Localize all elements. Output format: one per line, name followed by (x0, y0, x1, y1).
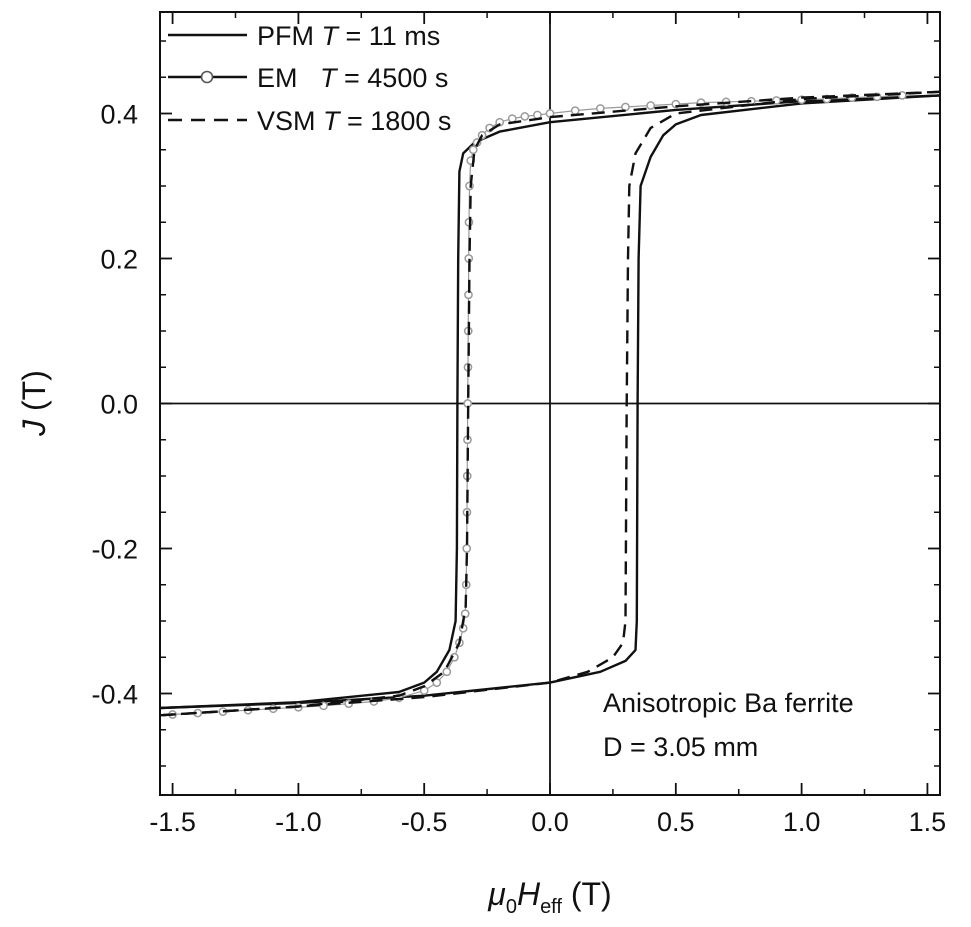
data-point-em (570, 106, 580, 115)
data-point-em (442, 667, 452, 677)
y-tick-label: -0.2 (91, 535, 138, 565)
data-point-em (468, 145, 478, 155)
y-axis-title: J (T) (16, 370, 52, 437)
data-point-em (646, 101, 655, 110)
x-tick-label: -0.5 (401, 807, 448, 837)
x-axis-title: μ0Heff (T) (487, 876, 611, 918)
tick-layer: -1.5 -1.0 -0.5 0.0 0.5 1.0 1.5 -0.4 -0.2 0.0 0.2 0.… (91, 12, 946, 837)
series-branch-descending-pfm (159, 94, 941, 710)
y-tick-label: -0.4 (91, 680, 138, 710)
x-tick-label: -1.0 (275, 807, 322, 837)
annotation-diameter: D = 3.05 mm (603, 732, 758, 762)
data-layer (159, 12, 941, 795)
series-branch-ascending-vsm (159, 90, 941, 717)
series-branch-descending-vsm (159, 90, 941, 717)
data-point-em (595, 104, 605, 113)
plot-frame (159, 11, 941, 796)
legend-label-em: EM T = 4500 s (257, 63, 448, 93)
y-tick-label: 0.2 (100, 245, 138, 275)
data-point-em (432, 678, 442, 687)
data-point-em (520, 112, 530, 121)
y-tick-label: 0.4 (100, 100, 138, 130)
annotation-material: Anisotropic Ba ferrite (603, 688, 854, 718)
x-tick-label: 0.5 (657, 807, 695, 837)
legend-entry-pfm: PFM T = 11 ms (168, 21, 440, 51)
x-tick-label: 0.0 (531, 807, 569, 837)
series-branch-ascending-pfm (159, 94, 941, 710)
legend-marker-em (200, 70, 214, 84)
legend-entry-vsm: VSM T = 1800 s (168, 106, 451, 136)
legend: PFM T = 11 ms EM T = 4500 s VSM T = 1800… (168, 21, 451, 136)
x-tick-label: -1.5 (149, 807, 196, 837)
legend-label-vsm: VSM T = 1800 s (257, 106, 451, 136)
y-tick-label: 0.0 (100, 390, 138, 420)
legend-entry-em: EM T = 4500 s (168, 63, 448, 93)
x-tick-label: 1.5 (909, 807, 947, 837)
data-point-em (462, 544, 472, 553)
legend-label-pfm: PFM T = 11 ms (257, 21, 440, 51)
x-tick-label: 1.0 (783, 807, 821, 837)
